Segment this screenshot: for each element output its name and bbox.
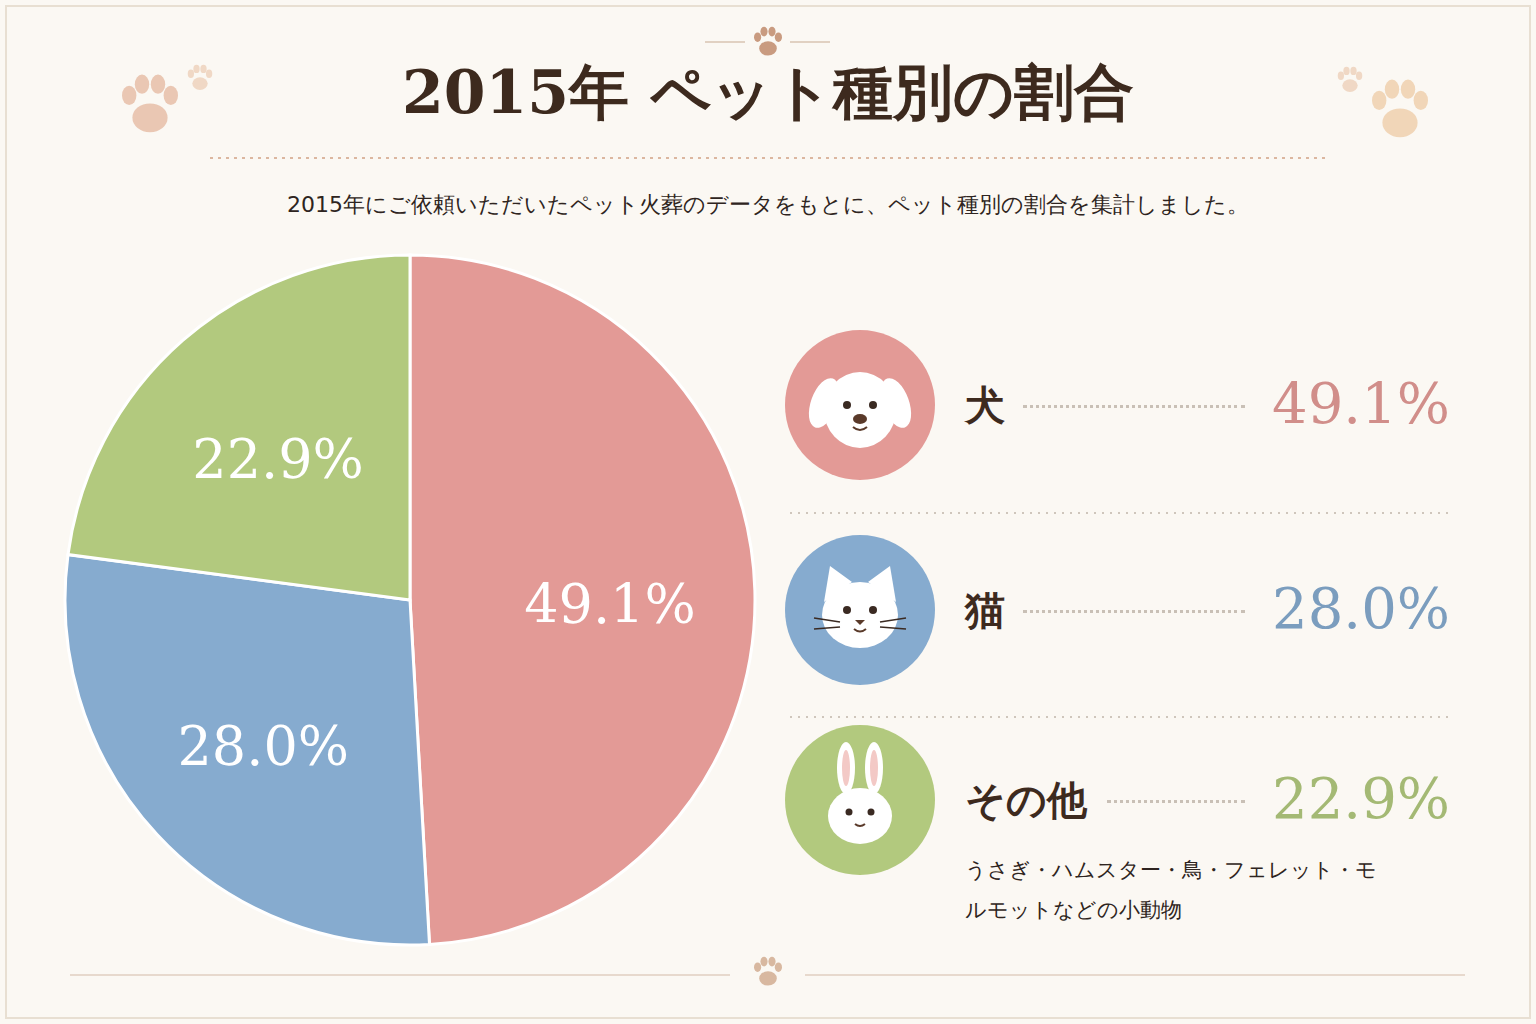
html-text:2015年にご依頼いただいたペット火葬のデータをもとに、ペッ: 2015年にご依頼いただいたペット火葬のデータをもとに、ペット種別の割合を集計し… (287, 192, 1249, 217)
html-text:うさぎ・ハムスター・鳥・フェレット・モルモットなどの小動物: うさぎ・ハムスター・鳥・フェレット・モルモットなどの小動物 (965, 858, 1377, 922)
svg-text:28.0%: 28.0% (178, 715, 350, 778)
html-text:その他: その他 (965, 777, 1087, 823)
html-text:49.1%: 49.1% (1272, 371, 1450, 436)
html-text:22.9%: 22.9% (1272, 766, 1450, 831)
html-text:2015年 ペット種別の割合: 2015年 ペット種別の割合 (402, 57, 1134, 127)
html-text:28.0%: 28.0% (1272, 576, 1450, 641)
html-text:犬: 犬 (965, 382, 1005, 428)
svg-text:22.9%: 22.9% (192, 428, 364, 491)
svg-text:49.1%: 49.1% (524, 573, 696, 636)
html-text:猫: 猫 (965, 587, 1005, 633)
